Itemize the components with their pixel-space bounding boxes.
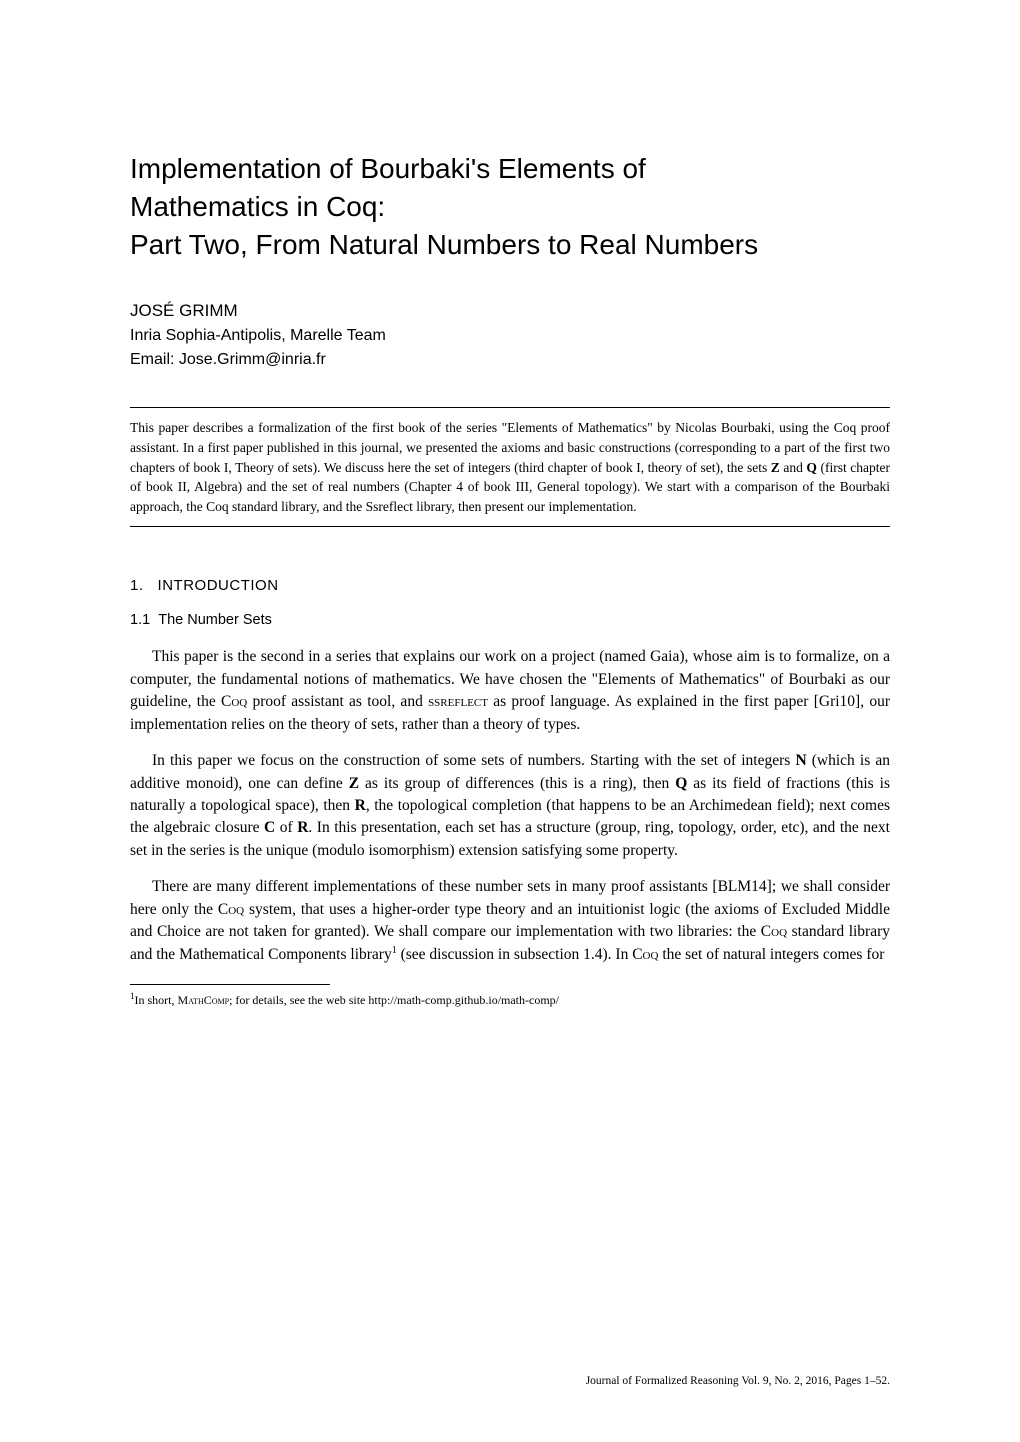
section-1-heading: 1. INTRODUCTION (130, 577, 890, 594)
paragraph-1: This paper is the second in a series tha… (130, 646, 890, 736)
section-1-title: INTRODUCTION (158, 577, 279, 594)
journal-footer: Journal of Formalized Reasoning Vol. 9, … (586, 1375, 890, 1387)
coq-ref-3: Coq (761, 923, 787, 940)
subsection-1-1-heading: 1.1 The Number Sets (130, 612, 890, 628)
abstract-rule-top (130, 407, 890, 408)
coq-ref-4: Coq (632, 946, 658, 963)
para1-text-b: proof assistant as tool, and (247, 693, 428, 710)
footnote-text-a: In short, (135, 993, 178, 1007)
para3-text-d: (see discussion in subsection 1.4). In (397, 946, 632, 963)
abstract-text: This paper describes a formalization of … (130, 418, 890, 516)
subsection-1-1-number: 1.1 (130, 612, 150, 628)
title-line-1: Implementation of Bourbaki's Elements of (130, 153, 646, 184)
section-1-number: 1. (130, 577, 144, 594)
coq-ref-1: Coq (221, 693, 247, 710)
footnote-1: 1In short, MathComp; for details, see th… (130, 991, 890, 1009)
abstract-rule-bottom (130, 526, 890, 527)
title-line-2: Mathematics in Coq: (130, 191, 385, 222)
author-name: JOSÉ GRIMM (130, 301, 890, 321)
ssreflect-ref: ssreflect (428, 693, 488, 710)
subsection-1-1-title: The Number Sets (158, 612, 272, 628)
footnote-rule (130, 984, 330, 985)
mathcomp-ref: MathComp (178, 993, 230, 1007)
author-affiliation: Inria Sophia-Antipolis, Marelle Team (130, 327, 890, 345)
title-line-3: Part Two, From Natural Numbers to Real N… (130, 229, 758, 260)
paragraph-2: In this paper we focus on the constructi… (130, 750, 890, 862)
para3-text-e: the set of natural integers comes for (658, 946, 884, 963)
footnote-text-b: ; for details, see the web site http://m… (229, 993, 559, 1007)
paragraph-3: There are many different implementations… (130, 876, 890, 966)
paper-title: Implementation of Bourbaki's Elements of… (130, 150, 890, 263)
author-email: Email: Jose.Grimm@inria.fr (130, 351, 890, 369)
coq-ref-2: Coq (218, 901, 244, 918)
